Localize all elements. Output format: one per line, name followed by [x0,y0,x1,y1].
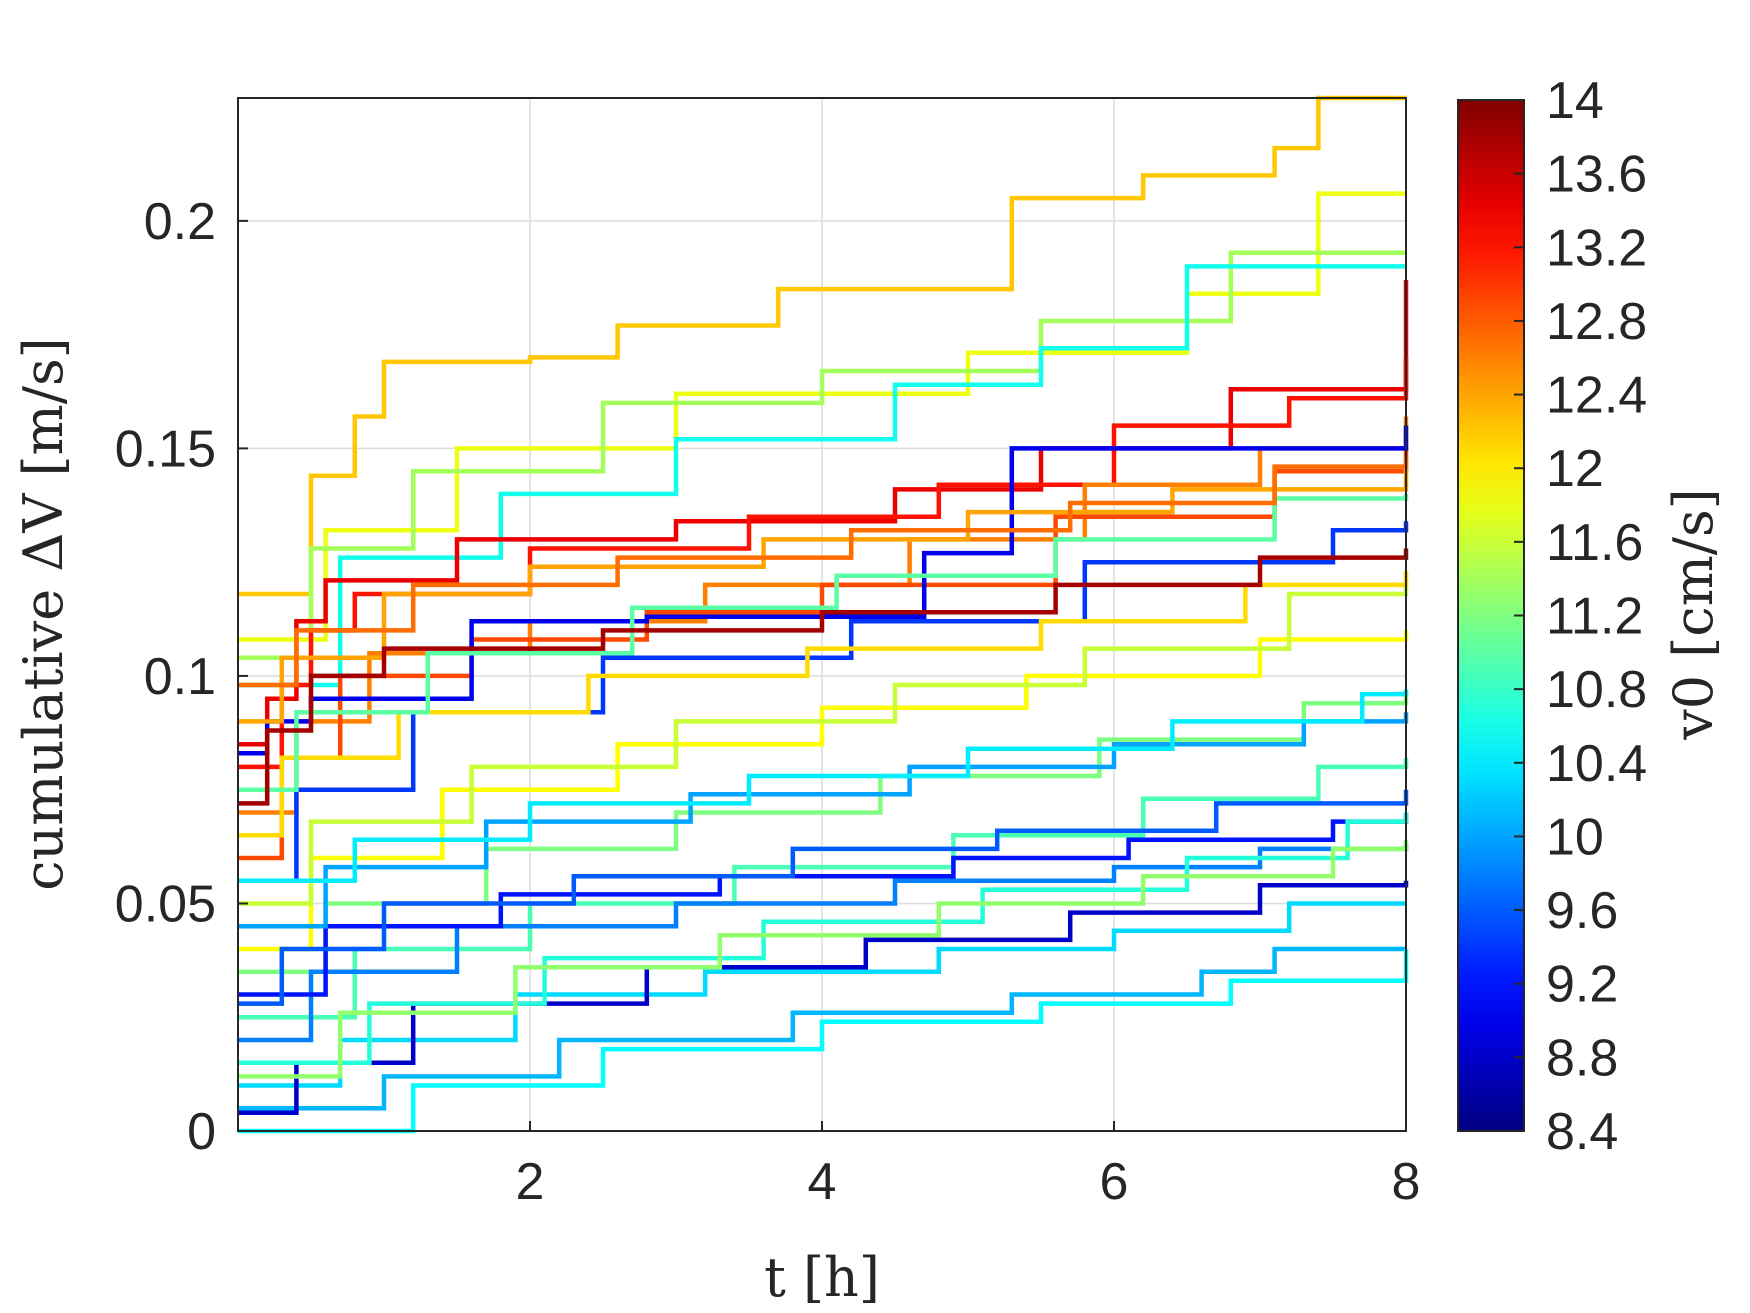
series-line-27 [238,789,1409,1006]
series-line-22 [238,949,1409,1134]
x-axis: 2 4 6 8 [516,1121,1421,1211]
y-tick-label: 0.15 [115,420,216,478]
x-axis-label: t [h] [764,1246,880,1309]
series-line-26 [238,839,1409,1079]
x-tick-label: 6 [1100,1153,1129,1211]
x-tick-label: 4 [808,1153,837,1211]
series-line-3 [238,264,1406,688]
y-tick-label: 0.2 [144,193,216,251]
series-line-21 [238,812,1409,1065]
series-line-6 [238,416,1409,815]
series-line-25 [238,712,1409,929]
colorbar [1457,99,1525,1132]
series-line-16 [238,844,1409,1043]
series-line-23 [238,493,1409,792]
series-line-0 [238,95,1406,597]
colorbar-tick-label: 12.4 [1546,367,1647,425]
colorbar-tick-label: 9.6 [1546,882,1618,940]
data-series-group [238,95,1409,1134]
series-line-24 [238,548,1409,806]
series-line-2 [238,250,1406,660]
colorbar-label: v0 [cm/s] [1662,488,1725,741]
colorbar-tick-label: 11.6 [1546,514,1643,572]
colorbar-tick-label: 10.8 [1546,661,1647,719]
colorbar-tick-label: 10.4 [1546,735,1647,793]
colorbar-tick-label: 8.4 [1546,1103,1618,1161]
y-axis: 0 0.05 0.1 0.15 0.2 [115,193,248,1161]
colorbar-tick-label: 11.2 [1546,588,1643,646]
colorbar-tick-label: 12 [1546,440,1604,498]
colorbar-tick-label: 14 [1546,72,1604,130]
colorbar-tick-label: 12.8 [1546,293,1647,351]
colorbar-tick-label: 8.8 [1546,1029,1618,1087]
series-line-10 [238,466,1409,724]
series-line-29 [238,689,1409,883]
series-line-15 [238,946,1406,1111]
series-line-9 [238,521,1409,883]
y-tick-label: 0.1 [144,648,216,706]
colorbar-tick-label: 13.6 [1546,146,1647,204]
x-tick-label: 8 [1392,1153,1421,1211]
y-tick-label: 0.05 [115,875,216,933]
series-line-28 [238,457,1409,688]
y-tick-label: 0 [187,1103,216,1161]
colorbar-axis: 14 13.6 13.2 12.8 12.4 12 11.6 11.2 10.8 10.4 10 9.… [1514,72,1647,1161]
series-line-20 [238,571,1409,838]
y-axis-label: cumulative ΔV [m/s] [12,337,75,890]
colorbar-tick-label: 9.2 [1546,956,1618,1014]
series-line-19 [238,584,1409,906]
series-line-12 [238,689,1409,974]
x-tick-label: 2 [516,1153,545,1211]
colorbar-tick-label: 10 [1546,808,1604,866]
colorbar-tick-label: 13.2 [1546,219,1647,277]
